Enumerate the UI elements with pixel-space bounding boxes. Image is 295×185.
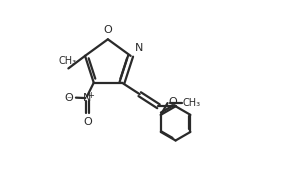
Text: O: O: [168, 97, 177, 107]
Text: ⁻: ⁻: [66, 96, 71, 106]
Text: O: O: [64, 93, 73, 103]
Text: O: O: [83, 117, 92, 127]
Text: N: N: [135, 43, 143, 53]
Text: +: +: [87, 91, 94, 100]
Text: O: O: [104, 25, 112, 35]
Text: CH₃: CH₃: [182, 98, 201, 108]
Text: N: N: [83, 93, 91, 103]
Text: CH₃: CH₃: [58, 56, 76, 66]
